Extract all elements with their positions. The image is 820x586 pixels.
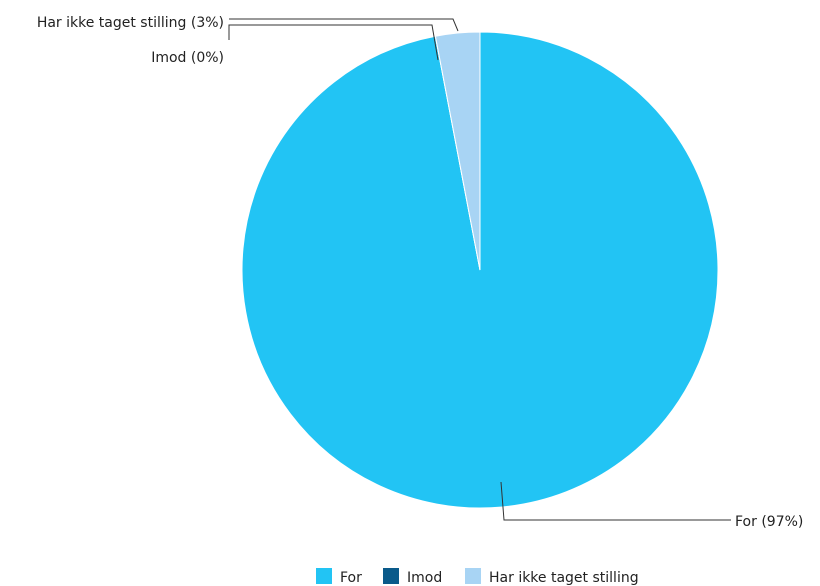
slice-label-har-ikke-taget-stilling: Har ikke taget stilling (3%)	[37, 15, 224, 31]
slice-label-for: For (97%)	[735, 514, 803, 530]
legend-label-har-ikke-taget-stilling: Har ikke taget stilling	[489, 570, 639, 586]
legend-swatch-har-ikke-taget-stilling	[465, 568, 481, 584]
legend-swatch-imod	[383, 568, 399, 584]
legend-label-for: For	[340, 570, 362, 586]
slice-har-ikke-taget-stilling	[434, 31, 481, 271]
legend-swatch-for	[316, 568, 332, 584]
slice-label-imod: Imod (0%)	[151, 50, 224, 66]
legend: For Imod Har ikke taget stilling	[316, 568, 639, 586]
leader-har-ikke-taget-stilling	[229, 18, 459, 32]
leader-for	[500, 481, 731, 521]
leader-imod	[228, 24, 439, 61]
pie-slices	[241, 31, 719, 509]
legend-label-imod: Imod	[407, 570, 442, 586]
leader-lines	[228, 18, 731, 521]
